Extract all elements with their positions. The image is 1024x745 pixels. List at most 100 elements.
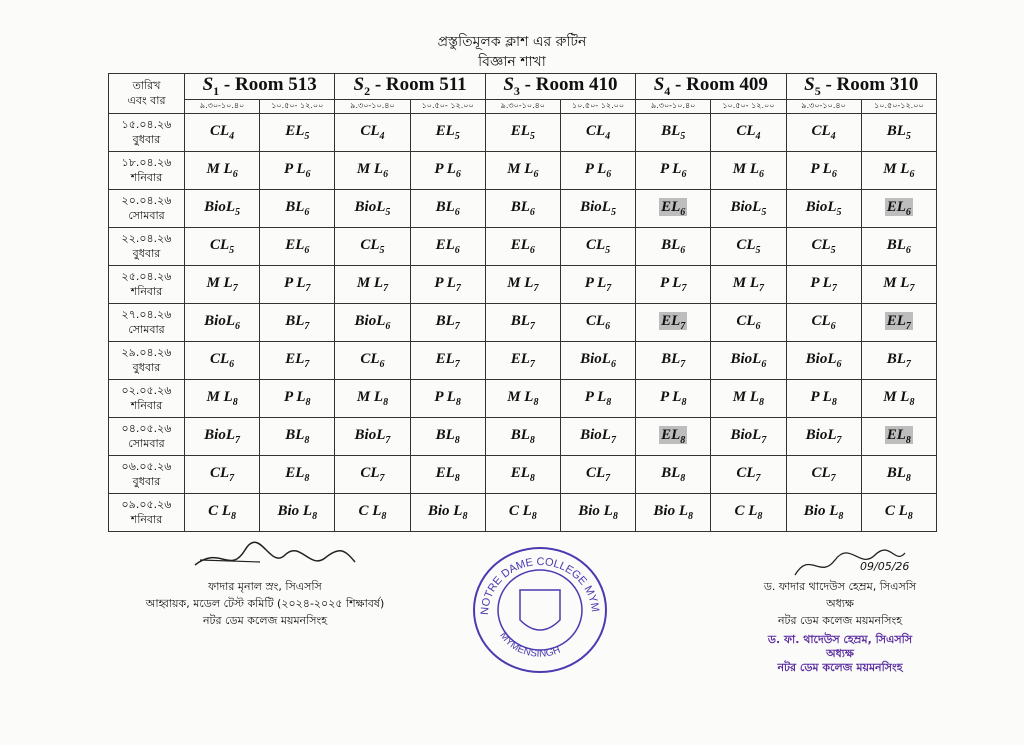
subject-code: BioL (354, 198, 386, 215)
class-code: P L8 (660, 389, 687, 408)
date-cell: ০৬.০৫.২৬ বুধবার (108, 454, 185, 494)
class-code: EL8 (884, 425, 913, 446)
weekday: বুধবার (132, 247, 161, 261)
weekday: বুধবার (132, 133, 161, 147)
lesson-number: 5 (529, 130, 535, 142)
class-code: M L8 (733, 389, 765, 408)
class-code: BL7 (511, 313, 535, 332)
class-code: M L8 (883, 389, 914, 408)
class-code: CL4 (585, 122, 610, 142)
subject-code: CL (360, 122, 380, 139)
class-cell: BL7 (484, 302, 561, 342)
lesson-number: 8 (905, 434, 911, 446)
lesson-number: 5 (379, 244, 385, 256)
lesson-number: 6 (533, 168, 539, 180)
class-code: CL5 (736, 237, 760, 256)
lesson-number: 8 (688, 510, 694, 522)
shield-icon (519, 589, 561, 631)
subject-code: CL (585, 122, 606, 139)
lesson-number: 6 (304, 244, 310, 256)
class-cell: M L8 (183, 378, 261, 418)
lesson-number: 8 (838, 510, 844, 522)
date-header-line1: তারিখ (132, 79, 161, 93)
lesson-number: 5 (229, 244, 235, 256)
subject-code: EL (510, 350, 530, 367)
class-code: BL8 (661, 465, 686, 484)
class-cell: BL6 (635, 226, 712, 266)
page-subtitle: বিজ্ঞান শাখা (478, 54, 546, 70)
subject-code: EL (661, 426, 681, 443)
class-code: M L7 (206, 275, 237, 294)
lesson-number: 6 (610, 358, 616, 370)
class-code: EL7 (510, 350, 535, 370)
class-code: Bio L8 (804, 503, 844, 522)
class-cell: BioL6 (559, 340, 637, 380)
lesson-number: 8 (232, 396, 238, 408)
class-cell: P L6 (785, 150, 862, 190)
class-code: CL6 (210, 351, 234, 370)
class-cell: CL5 (334, 226, 411, 266)
lesson-number: 5 (836, 206, 842, 218)
date-cell: ২০.০৪.২৬ সোমবার (108, 188, 185, 228)
subject-code: CL (736, 312, 756, 329)
class-code: P L8 (434, 389, 461, 408)
class-code: M L8 (507, 389, 539, 408)
lesson-number: 8 (529, 472, 535, 484)
lesson-number: 5 (454, 130, 460, 142)
lesson-number: 6 (680, 244, 686, 256)
stamp-role: অধ্যক্ষ (826, 647, 854, 660)
class-code: BioL5 (354, 198, 391, 218)
lesson-number: 8 (757, 510, 763, 522)
class-code: EL7 (659, 311, 688, 332)
class-code: CL6 (812, 313, 836, 332)
class-cell: EL7 (409, 340, 486, 380)
seal-text-bottom: MYMENSINGH (497, 630, 562, 659)
lesson-number: 8 (533, 396, 539, 408)
class-cell: C L8 (860, 492, 938, 532)
class-cell: EL8 (635, 416, 712, 456)
date-cell: ০৯.০৫.২৬ শনিবার (108, 492, 185, 532)
subject-code: M L (356, 274, 384, 291)
date: ২৯.০৪.২৬ (121, 346, 172, 360)
lesson-number: 8 (759, 396, 765, 408)
subject-code: EL (285, 350, 305, 367)
class-cell: CL6 (785, 302, 862, 342)
class-cell: EL5 (409, 112, 486, 152)
class-cell: BL6 (409, 188, 486, 228)
lesson-number: 7 (533, 282, 539, 294)
weekday: শনিবার (130, 513, 163, 527)
date-cell: ২৭.০৪.২৬ সোমবার (108, 302, 185, 342)
subject-code: C L (358, 502, 382, 519)
subject-code: EL (285, 464, 305, 481)
section-symbol: S (653, 74, 665, 95)
class-code: BioL5 (730, 199, 767, 218)
lesson-number: 7 (680, 320, 686, 332)
class-code: EL8 (436, 465, 460, 484)
lesson-number: 5 (605, 244, 611, 256)
lesson-number: 8 (680, 472, 686, 484)
class-cell: BioL7 (334, 416, 411, 456)
class-code: M L6 (357, 161, 388, 180)
class-code: BL8 (511, 427, 535, 446)
class-cell: M L7 (860, 264, 938, 304)
lesson-number: 5 (680, 130, 686, 142)
subject-code: C L (208, 502, 232, 519)
lesson-number: 5 (235, 206, 241, 218)
subject-code: CL (811, 464, 831, 481)
time-slot-header: ৯.৩০-১০.৪০ (334, 98, 411, 114)
class-cell: BL7 (259, 302, 336, 342)
lesson-number: 8 (606, 396, 612, 408)
class-cell: M L8 (860, 378, 938, 418)
class-cell: M L7 (710, 264, 787, 304)
lesson-number: 5 (761, 206, 767, 218)
class-cell: CL4 (710, 112, 787, 152)
date: ১৫.০৪.২৬ (121, 118, 172, 132)
class-code: CL7 (210, 464, 234, 484)
class-cell: CL5 (785, 226, 862, 266)
subject-code: CL (210, 464, 230, 481)
section-room: - Room 513 (219, 74, 317, 95)
subject-code: P L (284, 274, 306, 291)
lesson-number: 7 (235, 434, 241, 446)
lesson-number: 6 (304, 206, 310, 218)
subject-code: BL (886, 350, 906, 367)
